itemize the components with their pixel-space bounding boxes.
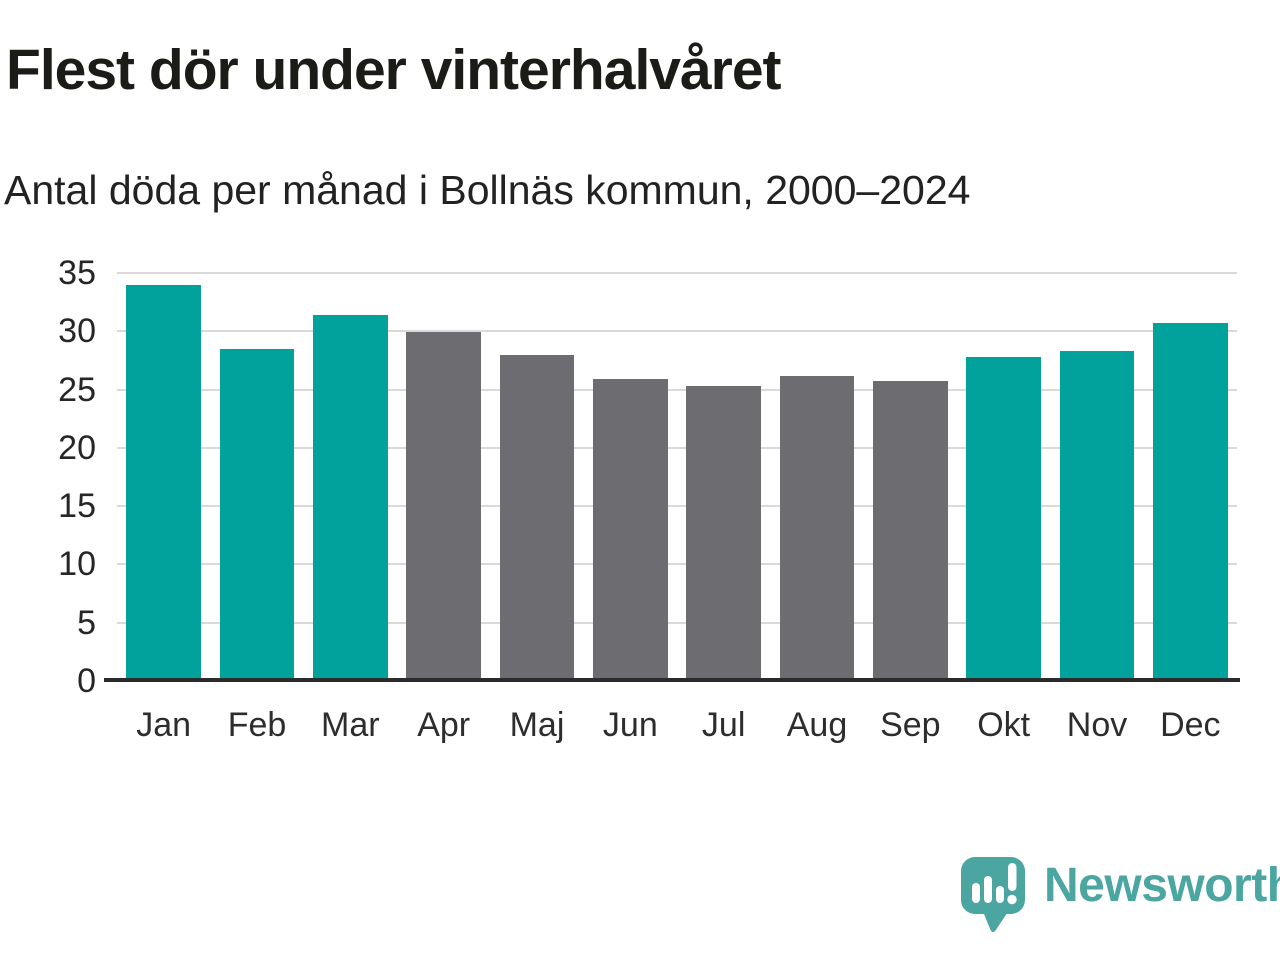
bar-mar [313,314,388,681]
y-tick-label-10: 10 [58,545,96,584]
y-tick-label-5: 5 [77,603,96,642]
x-tick-label-sep: Sep [880,706,941,744]
x-tick-label-okt: Okt [977,706,1031,744]
y-axis-labels: 0 5 10 15 20 25 30 35 [0,256,96,698]
bar-nov [1059,351,1135,681]
y-tick-label-25: 25 [58,370,96,409]
bar-chart: 0 5 10 15 20 25 30 35 Jan Feb Mar Apr Maj Jun Jul Aug S… [0,256,1280,744]
x-tick-label-aug: Aug [786,706,848,744]
bar-sep [873,381,948,681]
bar-okt [966,356,1041,681]
newsworthy-logo-icon [961,857,1025,933]
gridline-35 [117,272,1237,274]
x-tick-label-maj: Maj [509,706,565,744]
plot-area [117,272,1237,681]
bar-dec [1153,323,1228,681]
logo-exclamation-bar [1008,863,1017,891]
gridline-20 [117,446,1237,449]
logo-bar-1 [972,883,980,903]
bar-jun [593,379,668,681]
x-tick-label-jan: Jan [136,706,192,744]
x-axis-line [104,678,1240,682]
y-tick-label-20: 20 [58,428,96,467]
gridline-25 [117,388,1237,391]
chart-title: Flest dör under vinterhalvåret [6,38,782,102]
bar-maj [499,354,575,681]
gridline-30 [117,330,1237,333]
logo-bar-2 [984,876,992,903]
bar-aug [779,375,855,681]
y-tick-label-15: 15 [58,487,96,526]
x-tick-label-jul: Jul [701,706,746,744]
x-tick-label-apr: Apr [417,706,471,744]
brand-footer: Newsworthy [958,856,1280,934]
chart-subtitle: Antal döda per månad i Bollnäs kommun, 2… [4,167,971,213]
logo-exclamation-dot [1007,894,1017,905]
y-tick-label-0: 0 [77,662,96,700]
gridline-5 [117,621,1237,624]
gridline-10 [117,563,1237,566]
x-axis-labels: Jan Feb Mar Apr Maj Jun Jul Aug Sep Okt Nov Dec [117,706,1237,751]
bar-apr [406,332,481,681]
y-tick-label-30: 30 [58,312,96,351]
logo-bar-3 [996,886,1004,903]
x-tick-label-jun: Jun [602,706,658,744]
gridline-15 [117,505,1237,508]
x-tick-label-mar: Mar [321,706,380,744]
y-tick-label-35: 35 [58,254,96,292]
x-tick-label-feb: Feb [227,706,287,744]
bar-feb [219,348,295,681]
brand-name: Newsworthy [1044,859,1280,912]
x-tick-label-dec: Dec [1160,706,1221,744]
bar-jan [126,284,201,681]
bar-jul [686,386,761,681]
x-tick-label-nov: Nov [1066,706,1128,744]
